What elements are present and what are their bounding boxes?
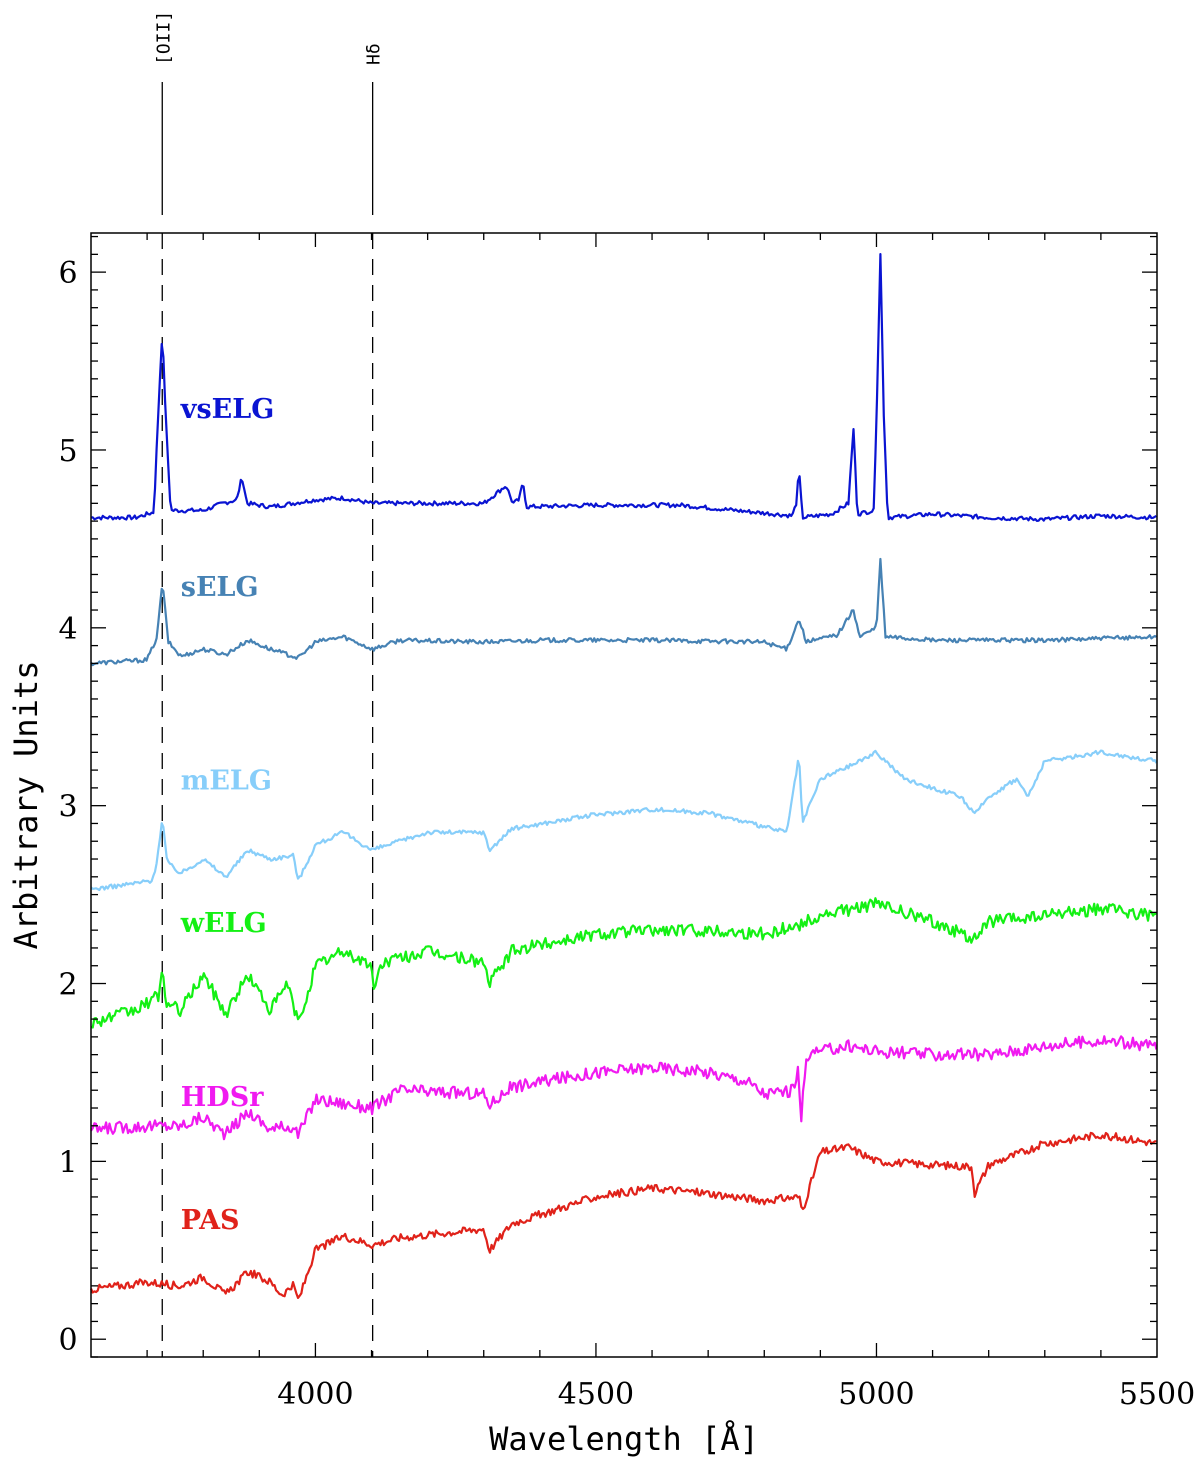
- series-line-sELG: [90, 557, 1157, 667]
- series-label-sELG: sELG: [181, 572, 259, 603]
- y-tick-label: 1: [58, 1145, 77, 1180]
- axis-ticks: 4000 4500 5000 5500 0 1 2 3 4 5 6: [58, 233, 1195, 1412]
- series-label-wELG: wELG: [180, 908, 267, 939]
- x-tick-label: 4000: [277, 1377, 353, 1412]
- x-tick-label: 4500: [558, 1377, 634, 1412]
- reference-line-label: Hδ: [364, 43, 385, 65]
- y-tick-label: 4: [58, 612, 77, 647]
- series-line-PAS: [89, 1131, 1157, 1299]
- series-label-PAS: PAS: [181, 1205, 240, 1236]
- plot-frame: [90, 232, 1158, 1358]
- series-label-vsELG: vsELG: [180, 394, 275, 425]
- series-label-HDSr: HDSr: [181, 1082, 264, 1113]
- series-line-mELG: [90, 749, 1158, 892]
- y-tick-label: 2: [58, 968, 77, 1003]
- y-tick-label: 6: [58, 256, 77, 291]
- series-label-mELG: mELG: [181, 766, 272, 797]
- series-line-wELG: [90, 897, 1158, 1029]
- series-line-vsELG: [90, 253, 1157, 522]
- y-axis-label: Arbitrary Units: [7, 661, 45, 950]
- series-layer: vsELG sELG mELG wELG HDSr PAS: [89, 253, 1158, 1299]
- x-tick-label: 5500: [1119, 1377, 1195, 1412]
- y-tick-label: 5: [58, 434, 77, 469]
- reference-lines: [OII] Hδ: [153, 11, 385, 1357]
- series-line-HDSr: [90, 1035, 1158, 1141]
- x-tick-label: 5000: [838, 1377, 914, 1412]
- x-axis-label: Wavelength [Å]: [489, 1420, 759, 1458]
- y-tick-label: 3: [58, 790, 77, 825]
- reference-line-label: [OII]: [153, 11, 174, 65]
- y-tick-label: 0: [58, 1323, 77, 1358]
